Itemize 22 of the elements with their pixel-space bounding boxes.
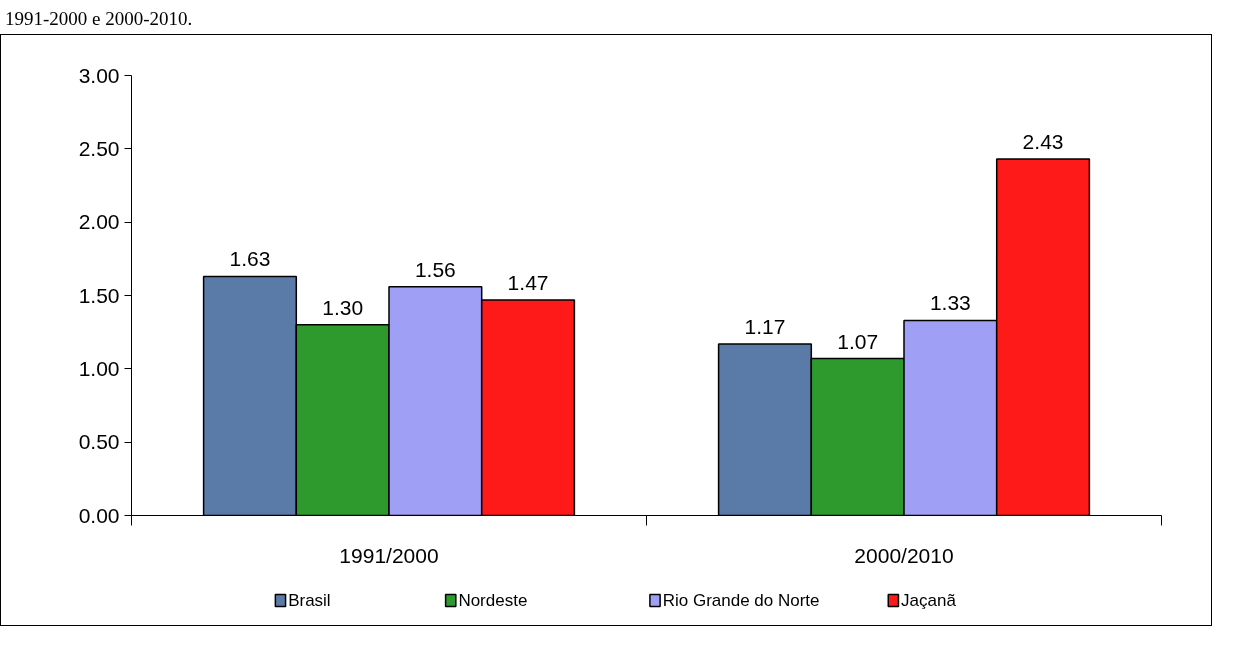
legend-label: Jaçanã xyxy=(901,591,957,610)
text: 1991-2000 e 2000-2010. xyxy=(5,7,193,31)
y-tick-label: 1.00 xyxy=(78,356,120,380)
legend-label: Rio Grande do Norte xyxy=(662,591,820,610)
y-tick-label: 0.50 xyxy=(78,430,120,454)
legend-label: Brasil xyxy=(288,591,331,610)
x-tick-label: 2000/2010 xyxy=(854,543,954,567)
y-tick-label: 3.00 xyxy=(78,63,120,87)
y-tick-label: 1.50 xyxy=(78,283,120,307)
data-label: 1.07 xyxy=(837,329,879,353)
data-label: 1.47 xyxy=(507,270,549,294)
data-label: 2.43 xyxy=(1022,130,1064,154)
data-label: 1.30 xyxy=(322,295,364,319)
y-tick-label: 0.00 xyxy=(78,503,120,527)
data-label: 1.17 xyxy=(744,314,786,338)
y-tick-label: 2.50 xyxy=(78,136,120,160)
data-label: 1.56 xyxy=(414,257,456,281)
x-tick-label: 1991/2000 xyxy=(339,543,439,567)
legend-label: Nordeste xyxy=(458,591,528,610)
y-tick-label: 2.00 xyxy=(78,210,120,234)
data-label: 1.63 xyxy=(229,247,271,271)
data-label: 1.33 xyxy=(929,291,971,315)
